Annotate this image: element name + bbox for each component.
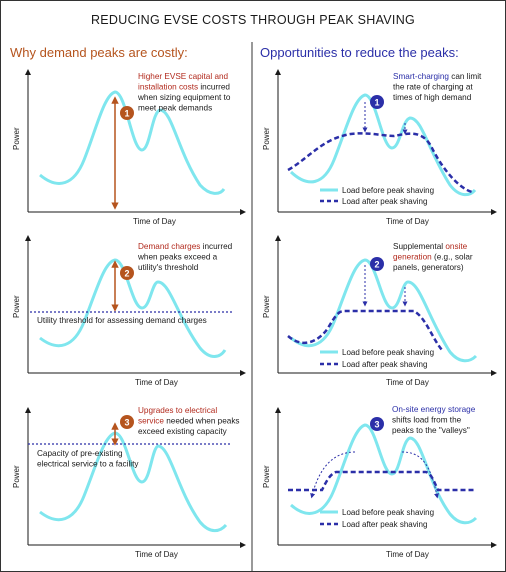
legend-label-before: Load before peak shaving (342, 348, 434, 357)
threshold-label: Utility threshold for assessing demand c… (37, 316, 207, 325)
right-panel-1: Power Time of Day 1 Smart-charging can l… (262, 69, 497, 226)
note-text: (e.g., solar (432, 253, 473, 262)
panel-note: On-site energy storage shifts load from … (392, 405, 478, 435)
shift-arrow-right (401, 451, 439, 499)
capacity-label-line: Capacity of pre-existing (37, 449, 123, 458)
note-highlight: installation costs (138, 83, 198, 92)
note-text: incurred (200, 242, 232, 251)
number-badge (370, 257, 384, 271)
note-text: utility's threshold (138, 263, 199, 272)
load-curve-before (290, 258, 478, 363)
note-highlight: service (138, 417, 164, 426)
badge-number: 3 (124, 418, 129, 428)
x-axis-label: Time of Day (386, 550, 429, 559)
load-curve (39, 258, 227, 358)
right-panel-3: Power Time of Day 3 On-site energy stora… (262, 405, 497, 559)
y-axis-label: Power (12, 465, 21, 488)
load-curve (39, 431, 228, 533)
left-panel-2: Power Time of Day Utility threshold for … (12, 235, 246, 387)
y-axis-label: Power (12, 127, 21, 150)
note-text: can limit (449, 72, 482, 81)
note-text: when peaks exceed a (137, 253, 218, 262)
note-highlight: Smart-charging (393, 72, 449, 81)
note-text: panels, generators) (393, 263, 464, 272)
note-text: shifts load from the (392, 416, 462, 425)
x-axis-label: Time of Day (135, 550, 178, 559)
y-axis-label: Power (12, 295, 21, 318)
legend-label-after: Load after peak shaving (342, 360, 427, 369)
number-badge (370, 417, 384, 431)
panel-note: Upgrades to electrical service needed wh… (138, 406, 242, 436)
badge-number: 1 (124, 109, 129, 119)
left-panel-1: Power Time of Day 1 Higher EVSE capital … (12, 69, 246, 226)
y-axis-label: Power (262, 127, 271, 150)
legend: Load before peak shaving Load after peak… (320, 186, 434, 206)
note-text: exceed existing capacity (138, 427, 228, 436)
capacity-label-line: electrical service to a facility (37, 460, 139, 469)
note-highlight: Higher EVSE capital and (138, 72, 229, 81)
legend: Load before peak shaving Load after peak… (320, 508, 434, 529)
y-axis-label: Power (262, 465, 271, 488)
note-text: incurred (198, 83, 230, 92)
number-badge (120, 106, 134, 120)
left-panel-3: Power Time of Day Capacity of pre-existi… (12, 406, 246, 559)
note-text: Supplemental (393, 242, 445, 251)
x-axis-label: Time of Day (386, 378, 429, 387)
y-axis-label: Power (262, 295, 271, 318)
note-highlight: Upgrades to electrical (138, 406, 217, 415)
x-axis-label: Time of Day (133, 217, 176, 226)
left-column-header: Why demand peaks are costly: (10, 45, 188, 60)
load-curve-after (288, 470, 474, 492)
badge-number: 2 (124, 269, 129, 279)
load-curve-before (289, 93, 477, 197)
note-text: peaks to the "valleys" (392, 426, 470, 435)
x-axis-label: Time of Day (135, 378, 178, 387)
legend-label-before: Load before peak shaving (342, 508, 434, 517)
note-text: the rate of charging at (393, 83, 473, 92)
load-curve-before (290, 423, 478, 525)
legend-label-before: Load before peak shaving (342, 186, 434, 195)
number-badge (370, 95, 384, 109)
load-curve (39, 90, 226, 195)
note-text: when sizing equipment to (137, 93, 231, 102)
page-title: REDUCING EVSE COSTS THROUGH PEAK SHAVING (91, 13, 415, 27)
panel-note: Demand charges incurred when peaks excee… (137, 242, 235, 272)
capacity-label: Capacity of pre-existing electrical serv… (37, 449, 139, 469)
legend-label-after: Load after peak shaving (342, 197, 427, 206)
load-curve-after (287, 309, 443, 351)
legend: Load before peak shaving Load after peak… (320, 348, 434, 369)
right-column-header: Opportunities to reduce the peaks: (260, 45, 459, 60)
note-text: times of high demand (393, 93, 472, 102)
x-axis-label: Time of Day (386, 217, 429, 226)
badge-number: 1 (374, 98, 379, 108)
badge-number: 3 (374, 420, 379, 430)
load-curve-after (287, 132, 473, 194)
note-highlight: generation (393, 253, 432, 262)
panel-note: Higher EVSE capital and installation cos… (137, 72, 233, 113)
note-highlight: onsite (445, 242, 467, 251)
note-highlight: Demand charges (138, 242, 200, 251)
number-badge (120, 415, 134, 429)
note-text: needed when peaks (164, 417, 240, 426)
number-badge (120, 266, 134, 280)
panel-note: Supplemental onsite generation (e.g., so… (393, 242, 475, 272)
note-text: meet peak demands (138, 104, 212, 113)
legend-label-after: Load after peak shaving (342, 520, 427, 529)
right-panel-2: Power Time of Day 2 Supplemental onsite … (262, 235, 497, 387)
shift-arrow-left (310, 451, 356, 499)
badge-number: 2 (374, 260, 379, 270)
note-highlight: On-site energy storage (392, 405, 476, 414)
panel-note: Smart-charging can limit the rate of cha… (393, 72, 484, 102)
